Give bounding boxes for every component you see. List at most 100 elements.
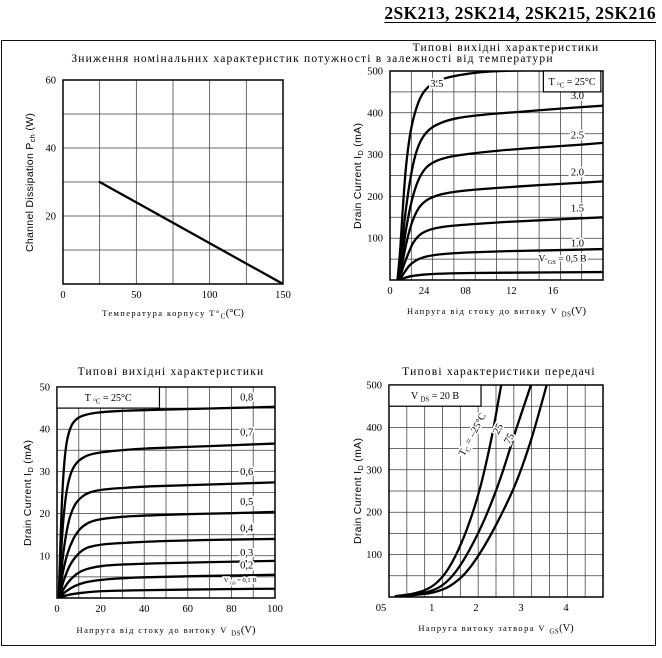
x-tick: 16 (548, 286, 559, 297)
x-tick: 50 (131, 290, 142, 301)
grid (63, 80, 283, 284)
y-axis-label: Channel Dissipation Pch (W) (24, 112, 38, 252)
plot-border (388, 384, 604, 598)
x-tick: 60 (183, 604, 194, 615)
curves (98, 180, 283, 284)
curve-label: 2.0 (571, 168, 584, 179)
y-tick: 100 (366, 550, 382, 561)
x-axis-label: Температура корпусу T°C(°C) (102, 308, 244, 321)
curve-labels: 0,8 0,7 0,6 0,5 0,4 0,30,2 V GS = 0,1 В (222, 391, 259, 587)
y-tick: 300 (367, 150, 383, 161)
content-frame (1, 40, 656, 646)
curve-VGS-0.5V (399, 270, 603, 280)
x-axis-label: Напруга від стоку до витоку V DS(V) (407, 306, 586, 319)
x-tick: 20 (95, 604, 106, 615)
curve-label: 0,8 (240, 393, 253, 404)
plot-output-characteristics-2: 0 20 40 60 80 100 10 20 30 40 50 0,8 0,7 0,6 0,5 0,4 0,3… (40, 383, 283, 616)
chart-title-output-characteristics-1: Типові вихідні характеристики (412, 42, 600, 54)
x-tick-labels: 0 50 100 150 (60, 290, 291, 301)
chart-title-transfer-characteristics: Типові характеристики передачі (402, 366, 596, 378)
chart-output-characteristics-2: 0 20 40 60 80 100 10 20 30 40 50 0,8 0,7 0,6 0,5 0,4 0,3… (0, 355, 340, 647)
x-tick: 08 (460, 286, 471, 297)
annotation-box: V DS = 20 В (388, 384, 482, 407)
curve-label: 2.5 (571, 131, 584, 142)
x-tick: 2 (473, 603, 478, 614)
curve-VGS-0.8V (57, 405, 275, 598)
curve-label: V GS = 0,1 В (224, 577, 258, 585)
curve-label: 0,6 (240, 467, 253, 478)
curve-VGS-0.2V (58, 573, 275, 598)
curve-VGS-2.5V (397, 141, 603, 280)
y-tick: 100 (367, 234, 383, 245)
y-tick: 500 (367, 67, 383, 78)
y-tick-labels: 10 20 30 40 50 (40, 383, 51, 563)
y-tick-labels: 100 200 300 400 500 (366, 381, 382, 562)
y-tick: 300 (366, 465, 382, 476)
curve-label: 0,5 (240, 497, 253, 508)
annotation-box: T °C = 25°C (542, 70, 602, 93)
x-tick: 3 (518, 603, 523, 614)
annotation-box: T °C = 25°C (56, 386, 161, 409)
curve-VGS-3.0V (396, 104, 603, 280)
y-tick: 10 (40, 551, 51, 562)
x-tick-labels: 0 20 40 60 80 100 (54, 604, 283, 615)
curve-label: 3.5 (430, 79, 443, 90)
y-tick: 20 (40, 509, 51, 520)
y-axis-label: Drain Current ID (mA) (22, 439, 36, 546)
annotation-text: T °C = 25°C (85, 393, 132, 405)
x-tick: 100 (267, 604, 283, 615)
y-tick: 400 (366, 423, 382, 434)
x-tick: 150 (275, 290, 291, 301)
annotation-text: V DS = 20 В (411, 391, 459, 403)
x-tick: 12 (506, 286, 517, 297)
curve-VGS-1.0V (398, 247, 603, 280)
chart-power-derating: 0 50 100 150 20 40 60 Channel Dissipation Pch … (0, 40, 340, 332)
y-tick: 40 (40, 425, 51, 436)
curve-label: TC = –25°C (457, 411, 490, 459)
curve-label: 0,7 (240, 428, 253, 439)
curve-TC-25C (394, 385, 533, 597)
curve-VGS-1.5V (398, 216, 603, 280)
curve-VGS-0.1V (58, 587, 275, 598)
chart-output-characteristics-1: 0 24 08 12 16 100 200 300 400 500 3.5 3.0 2.5 2.0 1.5 1… (340, 40, 662, 332)
curve-TC--25C (394, 385, 503, 597)
chart-title-output-characteristics-2: Типові вихідні характеристики (77, 366, 265, 378)
curve-label: 0,2 (240, 560, 253, 571)
curve-labels: 3.5 3.0 2.5 2.0 1.5 1.0 V GS = 0,5 В (429, 77, 589, 268)
x-tick-labels: 0 24 08 12 16 (387, 286, 558, 297)
curve-label: 3.0 (571, 91, 584, 102)
x-axis-label: Напруга витоку затвора V GS(V) (418, 623, 574, 636)
y-tick: 60 (46, 76, 57, 87)
curve-VGS-0.7V (57, 442, 275, 598)
plot-border (62, 79, 284, 285)
y-axis-label: Drain Current ID (mA) (352, 437, 366, 545)
y-tick-labels: 20 40 60 (46, 76, 57, 223)
annotation-text: T °C = 25°C (549, 77, 596, 89)
x-tick: 05 (376, 603, 387, 614)
x-tick: 0 (54, 604, 59, 615)
y-tick: 20 (46, 212, 57, 223)
x-tick: 24 (419, 286, 430, 297)
plot-power-derating: 0 50 100 150 20 40 60 (46, 76, 291, 302)
y-tick-labels: 100 200 300 400 500 (367, 67, 383, 245)
plot-output-characteristics-1: 0 24 08 12 16 100 200 300 400 500 3.5 3.0 2.5 2.0 1.5 1… (367, 67, 604, 297)
x-tick: 4 (563, 603, 569, 614)
plot-border (56, 386, 276, 599)
curve-VGS-0.6V (58, 481, 275, 598)
page-title: 2SK213, 2SK214, 2SK215, 2SK216 (384, 3, 656, 23)
x-tick: 0 (60, 290, 65, 301)
y-tick: 500 (366, 381, 382, 392)
grid (389, 385, 603, 597)
curve-VGS-3.5V (396, 71, 530, 280)
x-tick: 100 (202, 290, 218, 301)
x-tick: 80 (226, 604, 237, 615)
curve-Pch-derating (98, 180, 283, 284)
curve-label: 1.5 (571, 203, 584, 214)
curves (396, 71, 603, 280)
curve-label: V GS = 0,5 В (539, 255, 587, 266)
y-tick: 30 (40, 467, 51, 478)
y-tick: 50 (40, 383, 51, 394)
curves (394, 385, 548, 597)
